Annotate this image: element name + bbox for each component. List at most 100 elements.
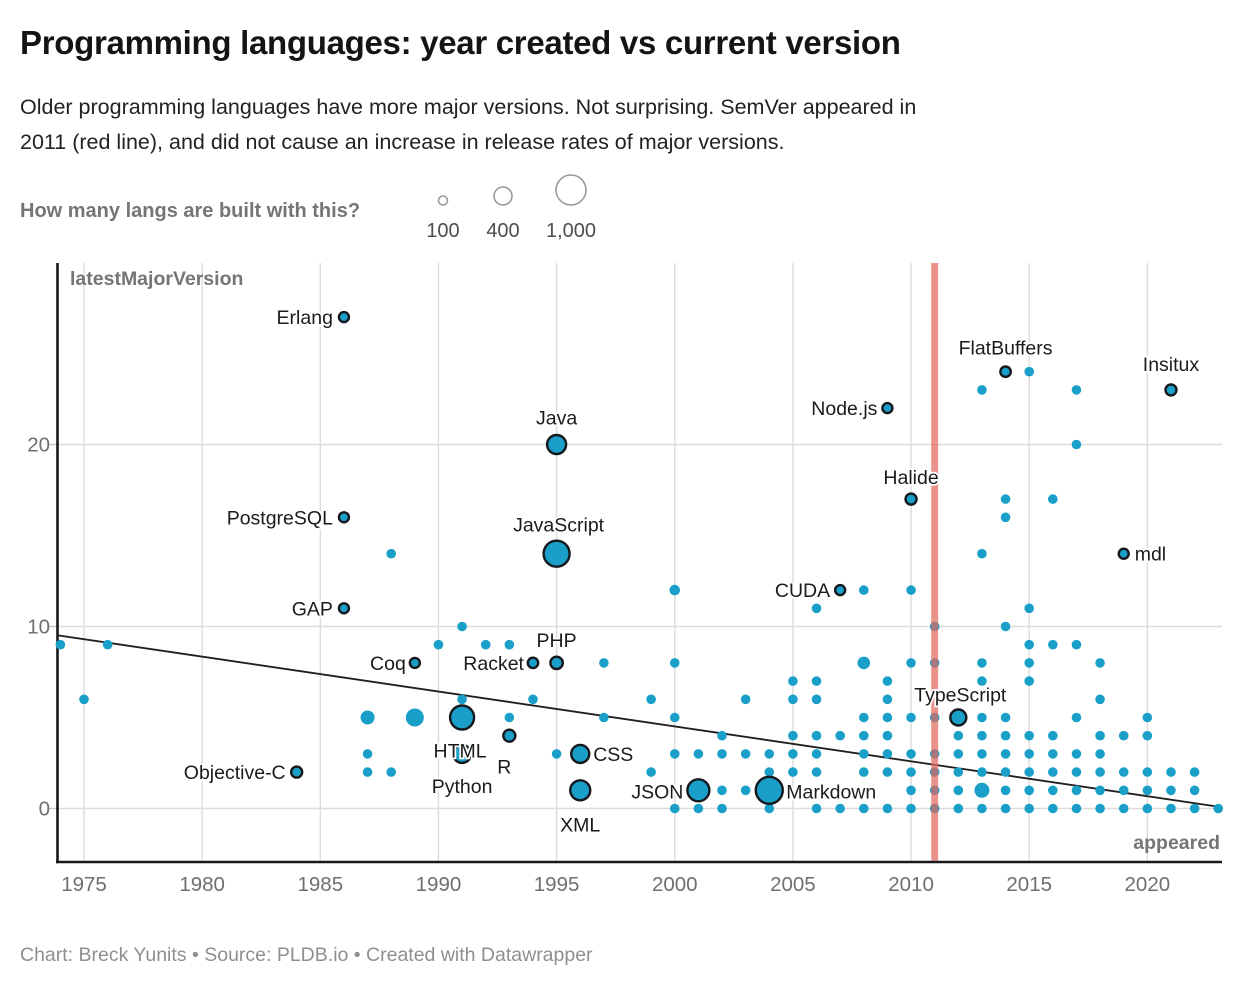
data-point-objective-c[interactable]: [289, 765, 304, 779]
data-point[interactable]: [1071, 767, 1082, 777]
data-point[interactable]: [811, 730, 822, 741]
data-point-racket[interactable]: [526, 656, 540, 670]
data-point[interactable]: [599, 712, 609, 723]
data-point[interactable]: [1024, 658, 1034, 668]
data-point[interactable]: [906, 585, 916, 595]
data-point[interactable]: [362, 767, 373, 777]
data-point[interactable]: [1213, 803, 1224, 814]
data-point[interactable]: [977, 767, 987, 777]
data-point-gap[interactable]: [337, 602, 351, 615]
data-point[interactable]: [764, 749, 775, 759]
data-point[interactable]: [740, 749, 751, 759]
data-point[interactable]: [882, 694, 893, 705]
data-point[interactable]: [1118, 785, 1129, 796]
data-point[interactable]: [1024, 730, 1034, 741]
data-point[interactable]: [1095, 730, 1105, 741]
data-point[interactable]: [1095, 749, 1105, 759]
data-point[interactable]: [717, 749, 727, 759]
data-point[interactable]: [386, 548, 396, 559]
data-point[interactable]: [1189, 803, 1200, 814]
data-point-css[interactable]: [570, 743, 591, 765]
data-point-node-js[interactable]: [881, 401, 894, 415]
data-point[interactable]: [858, 730, 869, 741]
data-point[interactable]: [1071, 439, 1082, 450]
data-point[interactable]: [717, 730, 727, 741]
data-point[interactable]: [1048, 749, 1058, 759]
data-point[interactable]: [740, 785, 751, 796]
data-point[interactable]: [1166, 785, 1176, 796]
data-point[interactable]: [1142, 785, 1153, 796]
data-point[interactable]: [504, 712, 515, 723]
data-point[interactable]: [1000, 494, 1011, 504]
data-point[interactable]: [1024, 767, 1034, 777]
data-point[interactable]: [1071, 639, 1082, 650]
data-point[interactable]: [906, 767, 916, 777]
data-point[interactable]: [362, 749, 373, 759]
data-point[interactable]: [1048, 803, 1058, 814]
data-point[interactable]: [1024, 749, 1034, 759]
data-point[interactable]: [811, 603, 822, 614]
data-point[interactable]: [1118, 730, 1129, 741]
data-point-html[interactable]: [448, 704, 476, 731]
data-point[interactable]: [1000, 512, 1011, 523]
data-point[interactable]: [1048, 639, 1058, 650]
data-point[interactable]: [102, 639, 113, 650]
data-point[interactable]: [788, 730, 798, 741]
data-point[interactable]: [974, 782, 990, 798]
data-point[interactable]: [1189, 785, 1200, 796]
data-point[interactable]: [669, 658, 680, 668]
data-point[interactable]: [360, 710, 375, 725]
data-point[interactable]: [858, 749, 869, 759]
data-point[interactable]: [646, 694, 656, 705]
data-point[interactable]: [977, 548, 987, 559]
data-point[interactable]: [480, 639, 491, 650]
data-point[interactable]: [1000, 767, 1011, 777]
data-point[interactable]: [906, 658, 916, 668]
data-point[interactable]: [858, 803, 869, 814]
data-point[interactable]: [977, 385, 987, 395]
data-point[interactable]: [906, 803, 916, 814]
data-point[interactable]: [79, 694, 89, 705]
data-point[interactable]: [1095, 694, 1105, 705]
data-point-typescript[interactable]: [949, 708, 968, 727]
data-point[interactable]: [953, 749, 964, 759]
data-point-r[interactable]: [502, 728, 517, 743]
data-point[interactable]: [811, 749, 822, 759]
data-point[interactable]: [858, 585, 869, 595]
data-point[interactable]: [528, 694, 538, 705]
data-point[interactable]: [1000, 730, 1011, 741]
data-point[interactable]: [811, 676, 822, 686]
data-point[interactable]: [740, 694, 751, 705]
data-point[interactable]: [717, 803, 727, 814]
data-point[interactable]: [1000, 749, 1011, 759]
data-point[interactable]: [977, 676, 987, 686]
data-point[interactable]: [788, 767, 798, 777]
data-point[interactable]: [551, 749, 562, 759]
data-point[interactable]: [953, 785, 964, 796]
data-point[interactable]: [693, 749, 704, 759]
data-point[interactable]: [1095, 658, 1105, 668]
data-point[interactable]: [835, 803, 845, 814]
data-point[interactable]: [977, 712, 987, 723]
data-point[interactable]: [1166, 803, 1176, 814]
data-point[interactable]: [504, 639, 515, 650]
data-point[interactable]: [405, 708, 424, 727]
data-point[interactable]: [953, 767, 964, 777]
data-point[interactable]: [858, 712, 869, 723]
data-point[interactable]: [788, 694, 798, 705]
data-point[interactable]: [1048, 767, 1058, 777]
data-point[interactable]: [386, 767, 396, 777]
data-point[interactable]: [693, 803, 704, 814]
data-point-xml[interactable]: [569, 779, 592, 802]
data-point[interactable]: [1048, 785, 1058, 796]
data-point-php[interactable]: [549, 655, 564, 671]
data-point[interactable]: [811, 694, 822, 705]
data-point[interactable]: [1166, 767, 1176, 777]
data-point[interactable]: [977, 658, 987, 668]
data-point[interactable]: [457, 621, 467, 632]
data-point[interactable]: [669, 712, 680, 723]
data-point-java[interactable]: [545, 433, 568, 456]
data-point[interactable]: [906, 712, 916, 723]
data-point[interactable]: [953, 803, 964, 814]
data-point[interactable]: [599, 658, 609, 668]
